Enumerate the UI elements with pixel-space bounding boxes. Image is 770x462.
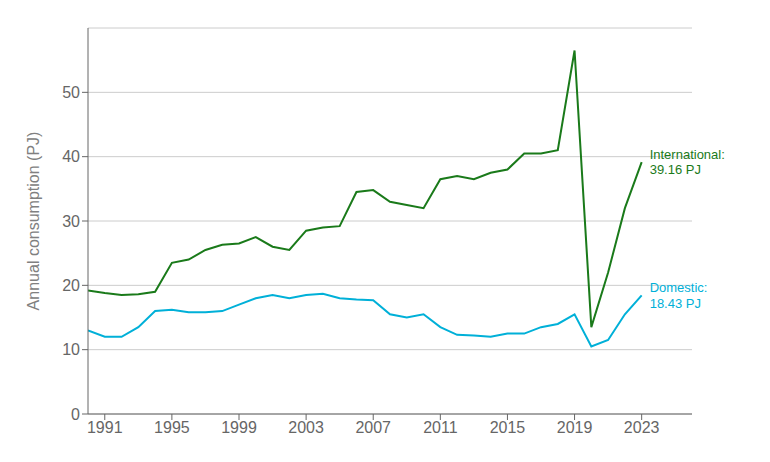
svg-text:2003: 2003 xyxy=(288,419,324,436)
svg-text:2023: 2023 xyxy=(624,419,660,436)
svg-text:1995: 1995 xyxy=(154,419,190,436)
svg-text:0: 0 xyxy=(71,406,80,423)
svg-text:Annual consumption (PJ): Annual consumption (PJ) xyxy=(25,132,42,311)
svg-text:30: 30 xyxy=(62,213,80,230)
svg-text:20: 20 xyxy=(62,277,80,294)
svg-text:International:39.16 PJ: International:39.16 PJ xyxy=(650,147,725,178)
svg-text:2011: 2011 xyxy=(423,419,458,436)
svg-text:40: 40 xyxy=(62,148,80,165)
svg-text:2015: 2015 xyxy=(490,419,526,436)
svg-text:2019: 2019 xyxy=(557,419,593,436)
svg-text:Domestic:18.43 PJ: Domestic:18.43 PJ xyxy=(650,280,708,311)
svg-text:1999: 1999 xyxy=(221,419,257,436)
svg-text:2007: 2007 xyxy=(355,419,391,436)
svg-text:10: 10 xyxy=(62,341,80,358)
svg-text:1991: 1991 xyxy=(87,419,123,436)
svg-text:50: 50 xyxy=(62,84,80,101)
